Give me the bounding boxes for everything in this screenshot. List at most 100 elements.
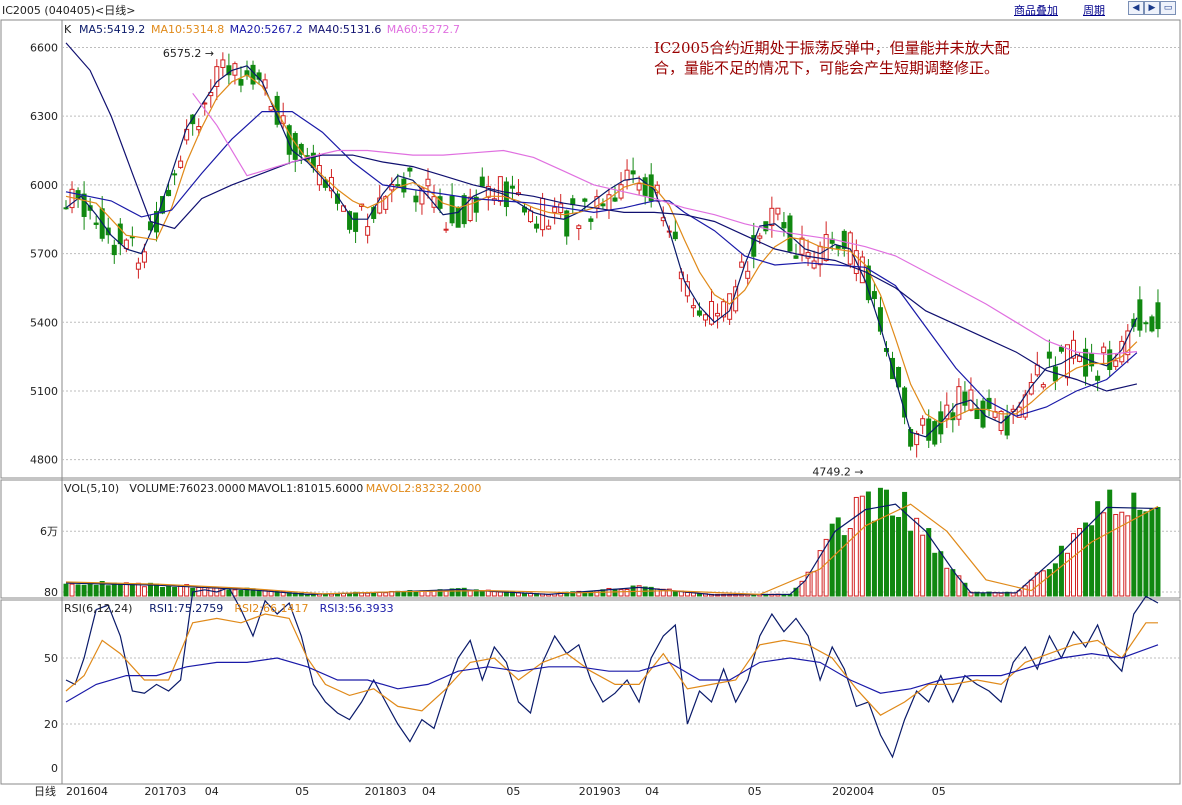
volume-bar <box>672 591 678 597</box>
vol-legend-item: VOL(5,10) <box>64 482 119 495</box>
volume-bar <box>877 487 883 597</box>
candle-body <box>564 210 570 237</box>
vol-legend-item: VOLUME:76023.0000 <box>129 482 245 495</box>
candle-body <box>1004 415 1010 436</box>
volume-bar <box>1149 508 1155 597</box>
candle-body <box>576 225 582 230</box>
candle-body <box>696 310 702 316</box>
volume-bar <box>1077 527 1083 597</box>
volume-bar <box>799 580 805 597</box>
rsi-legend-item: RSI2:66.1417 <box>234 602 308 615</box>
period-link[interactable]: 周期 <box>1083 4 1105 17</box>
candle-body <box>160 196 166 214</box>
candle-body <box>214 66 220 87</box>
candle-body <box>310 152 316 168</box>
volume-bar <box>612 588 618 597</box>
candle-body <box>443 228 449 231</box>
x-tick-label: 201604 <box>66 785 108 798</box>
candle-body <box>558 203 564 214</box>
volume-bar <box>956 575 962 597</box>
volume-bar <box>497 591 503 597</box>
volume-bar <box>817 550 823 597</box>
x-tick-label: 05 <box>506 785 520 798</box>
candle-body <box>497 176 503 202</box>
volume-bar <box>805 571 811 597</box>
candle-body <box>196 126 202 131</box>
candle-body <box>817 245 823 266</box>
candle-body <box>763 221 769 232</box>
legends: K MA5:5419.2 MA10:5314.8 MA20:5267.2 MA40:51… <box>64 23 481 615</box>
candle-body <box>757 235 763 239</box>
extreme-labels: 6575.2 → 4749.2 → <box>163 47 864 478</box>
candle-body <box>986 397 992 409</box>
ma-legend-item: MA40:5131.6 <box>308 23 381 36</box>
candle-body <box>793 255 799 259</box>
candle-body <box>1101 346 1107 354</box>
volume-bar <box>1028 579 1034 597</box>
volume-bar <box>823 538 829 597</box>
volume-bar <box>129 583 135 597</box>
volume-bar <box>618 589 624 597</box>
volume-bar <box>1022 585 1028 597</box>
volume-bar <box>902 491 908 597</box>
overlay-link[interactable]: 商品叠加 <box>1014 4 1058 17</box>
next-icon[interactable]: ▶ <box>1144 1 1160 15</box>
candle-body <box>1137 299 1143 331</box>
candle-body <box>944 404 950 420</box>
ma-legend-item: MA60:5272.7 <box>387 23 460 36</box>
volume-bar <box>1071 533 1077 597</box>
volume-bar <box>811 571 817 597</box>
volume-bar <box>962 582 968 597</box>
volume-bar <box>576 590 582 597</box>
volume-bar <box>166 586 172 597</box>
x-tick-label: 201903 <box>579 785 621 798</box>
candle-body <box>467 196 473 222</box>
zoom-out-icon[interactable]: ▭ <box>1160 1 1176 15</box>
low-label: 4749.2 → <box>812 465 863 478</box>
candle-body <box>811 260 817 269</box>
rsi3-line <box>65 644 1159 703</box>
volume-bar <box>926 528 932 597</box>
candle-body <box>395 184 401 187</box>
candle-body <box>781 222 787 229</box>
candle-body <box>479 176 485 187</box>
prev-icon[interactable]: ◀ <box>1128 1 1144 15</box>
annotation-text: IC2005合约近期处于振荡反弹中，但量能并未放大配 合，量能不足的情况下，可能… <box>654 38 1010 78</box>
volume-bar <box>624 588 630 597</box>
x-tick-label: 05 <box>748 785 762 798</box>
rsi-legend-item: RSI1:75.2759 <box>149 602 223 615</box>
candle-body <box>624 169 630 181</box>
candle-body <box>461 195 467 225</box>
volume-bar <box>1107 489 1113 597</box>
volume-bar <box>847 528 853 597</box>
candle-body <box>1083 348 1089 377</box>
volume-bar <box>479 591 485 597</box>
rsi2-line <box>65 613 1158 716</box>
volume-bar <box>455 588 461 597</box>
volume-bar <box>63 583 69 597</box>
candle-body <box>914 433 920 446</box>
ma-legend-item: MA20:5267.2 <box>230 23 303 36</box>
ma20-line <box>65 111 1138 417</box>
panel-frame <box>0 19 1181 479</box>
volume-bar <box>1089 525 1095 597</box>
price-tick-label: 6000 <box>30 179 58 192</box>
x-tick-label: 201703 <box>144 785 186 798</box>
ma-legend-item: MA5:5419.2 <box>79 23 145 36</box>
volume-bar <box>232 589 238 597</box>
candle-body <box>805 252 811 259</box>
volume-bar <box>75 584 81 597</box>
candle-body <box>1046 351 1052 359</box>
ma-legend-item: MA10:5314.8 <box>151 23 224 36</box>
high-label: 6575.2 → <box>163 47 214 60</box>
volume-tick-label: 6万 <box>40 525 58 538</box>
volume-bar <box>908 530 914 597</box>
x-tick-label: 04 <box>422 785 436 798</box>
candle-body <box>1040 384 1046 388</box>
volume-bar <box>920 534 926 597</box>
candle-body <box>528 210 534 223</box>
volume-bar <box>449 588 455 597</box>
candle-body <box>220 59 226 68</box>
candle-body <box>841 230 847 249</box>
